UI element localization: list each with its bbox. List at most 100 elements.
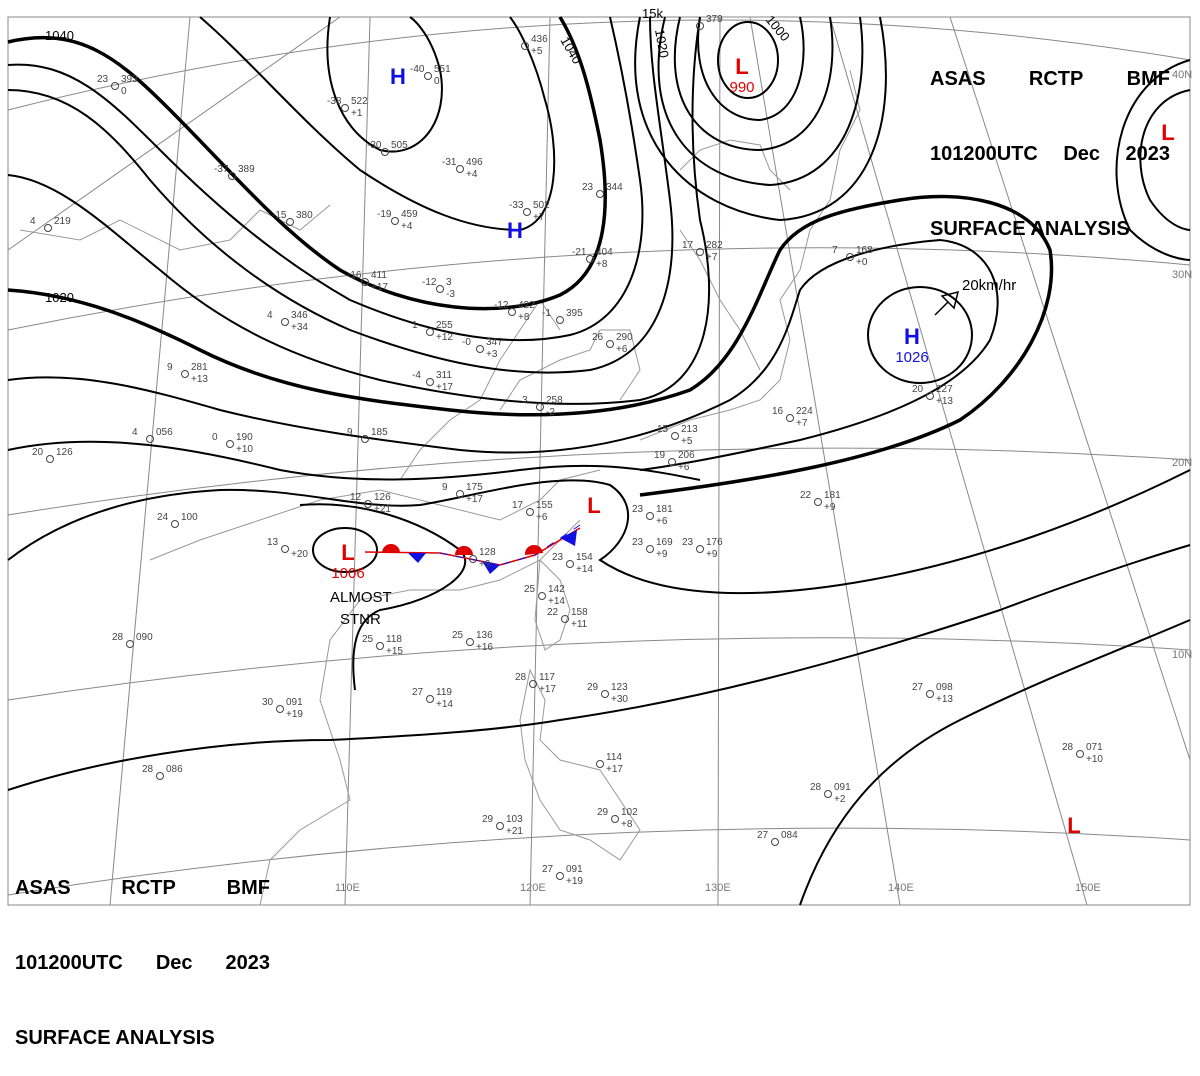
station-pressure: 176 <box>706 537 723 548</box>
station-plot: 25 118+15 <box>362 634 403 657</box>
station-plot: -38 522+1 <box>327 96 368 119</box>
station-pressure: 224 <box>796 406 813 417</box>
station-pressure: 126 <box>374 492 391 503</box>
station-plot: -12 422+8 <box>494 300 535 323</box>
station-temperature: 3 <box>522 395 528 406</box>
station-temperature: -19 <box>377 209 392 220</box>
station-pressure-tendency: +14 <box>576 564 593 575</box>
movement-speed: 20km/hr <box>962 277 1016 294</box>
lon-label: 150E <box>1075 882 1101 894</box>
station-circle-icon <box>146 435 154 443</box>
station-temperature: -37 <box>214 164 229 175</box>
station-temperature: -15 <box>272 210 287 221</box>
station-pressure-tendency: 0 <box>121 86 127 97</box>
station-pressure: 206 <box>678 450 695 461</box>
station-circle-icon <box>824 790 832 798</box>
station-temperature: 25 <box>362 634 374 645</box>
station-circle-icon <box>601 690 609 698</box>
station-temperature: 29 <box>482 814 494 825</box>
header-product: ASAS <box>15 877 71 899</box>
lon-label: 130E <box>705 882 731 894</box>
station-circle-icon <box>696 22 704 30</box>
station-pressure: 128 <box>479 547 496 558</box>
isobar-label: 1040 <box>45 28 74 43</box>
station-pressure-tendency: +17 <box>371 282 388 293</box>
station-plot: 23 154+14 <box>552 552 593 575</box>
station-temperature: 20 <box>32 447 44 458</box>
station-pressure-tendency: +5 <box>531 46 543 57</box>
station-plot: 7 168+0 <box>832 245 873 268</box>
station-pressure-tendency: +17 <box>606 764 623 775</box>
station-pressure: 422 <box>518 300 535 311</box>
station-temperature: 26 <box>592 332 604 343</box>
station-pressure: 380 <box>296 210 313 221</box>
station-pressure-tendency: +11 <box>571 619 588 630</box>
station-temperature: 20 <box>912 384 924 395</box>
station-temperature: -12 <box>422 277 437 288</box>
station-pressure-tendency: +10 <box>236 444 253 455</box>
lon-label: 110E <box>335 882 360 894</box>
station-pressure-tendency: +34 <box>291 322 308 333</box>
station-temperature: 23 <box>582 182 594 193</box>
station-temperature: 4 <box>30 216 36 227</box>
station-circle-icon <box>281 318 289 326</box>
station-pressure-tendency: +9 <box>706 549 718 560</box>
station-temperature: 9 <box>167 362 173 373</box>
station-pressure: 290 <box>616 332 633 343</box>
station-plot: 22 181+9 <box>800 490 841 513</box>
station-circle-icon <box>426 328 434 336</box>
station-temperature: -31 <box>442 157 457 168</box>
pressure-center-value: 990 <box>729 79 754 96</box>
station-plot: 9 185 <box>347 427 388 443</box>
warm-front-symbol <box>455 546 473 555</box>
station-circle-icon <box>671 432 679 440</box>
station-plot: 4 056 <box>132 427 173 443</box>
station-plot: 30 091+19 <box>262 697 303 720</box>
station-pressure: 071 <box>1086 742 1103 753</box>
station-plot: 25 142+14 <box>524 584 565 607</box>
station-circle-icon <box>611 815 619 823</box>
station-plot: 27 098+13 <box>912 682 953 705</box>
station-plot: -31 496+4 <box>442 157 483 180</box>
station-pressure: 126 <box>56 447 73 458</box>
station-temperature: 4 <box>267 310 273 321</box>
map-frame <box>7 16 1191 906</box>
station-circle-icon <box>606 340 614 348</box>
station-plot: 4 346+34 <box>267 310 308 333</box>
lon-label: 120E <box>520 882 546 894</box>
station-pressure: 123 <box>611 682 628 693</box>
station-temperature: 29 <box>587 682 599 693</box>
low-pressure-center: L <box>1067 813 1080 838</box>
station-plot: 23 169+9 <box>632 537 673 560</box>
station-circle-icon <box>529 680 537 688</box>
station-temperature: 0 <box>212 432 218 443</box>
station-temperature: -33 <box>509 200 524 211</box>
station-plot: 114+17 <box>596 752 623 775</box>
station-pressure-tendency: +6 <box>536 512 548 523</box>
station-pressure-tendency: +5 <box>681 436 693 447</box>
station-circle-icon <box>361 278 369 286</box>
station-circle-icon <box>391 217 399 225</box>
station-temperature: 22 <box>547 607 559 618</box>
isobar-label: 1020 <box>45 290 74 305</box>
station-pressure-tendency: -3 <box>446 289 455 300</box>
station-temperature: -0 <box>462 337 471 348</box>
station-pressure: 091 <box>286 697 303 708</box>
station-circle-icon <box>771 838 779 846</box>
station-pressure: 136 <box>476 630 493 641</box>
low-pressure-center: L <box>587 493 600 518</box>
station-circle-icon <box>566 560 574 568</box>
station-circle-icon <box>181 370 189 378</box>
station-plot: 17 282+7 <box>682 240 723 263</box>
station-pressure: 344 <box>606 182 623 193</box>
station-pressure: 100 <box>181 512 198 523</box>
header-product: ASAS <box>930 68 986 90</box>
station-temperature: 23 <box>632 537 644 548</box>
station-pressure: 090 <box>136 632 153 643</box>
warm-front-symbol <box>382 544 400 553</box>
station-pressure: 522 <box>351 96 368 107</box>
high-pressure-center: H <box>904 324 920 349</box>
station-temperature: 22 <box>800 490 812 501</box>
station-pressure: 102 <box>621 807 638 818</box>
station-temperature: -38 <box>327 96 342 107</box>
